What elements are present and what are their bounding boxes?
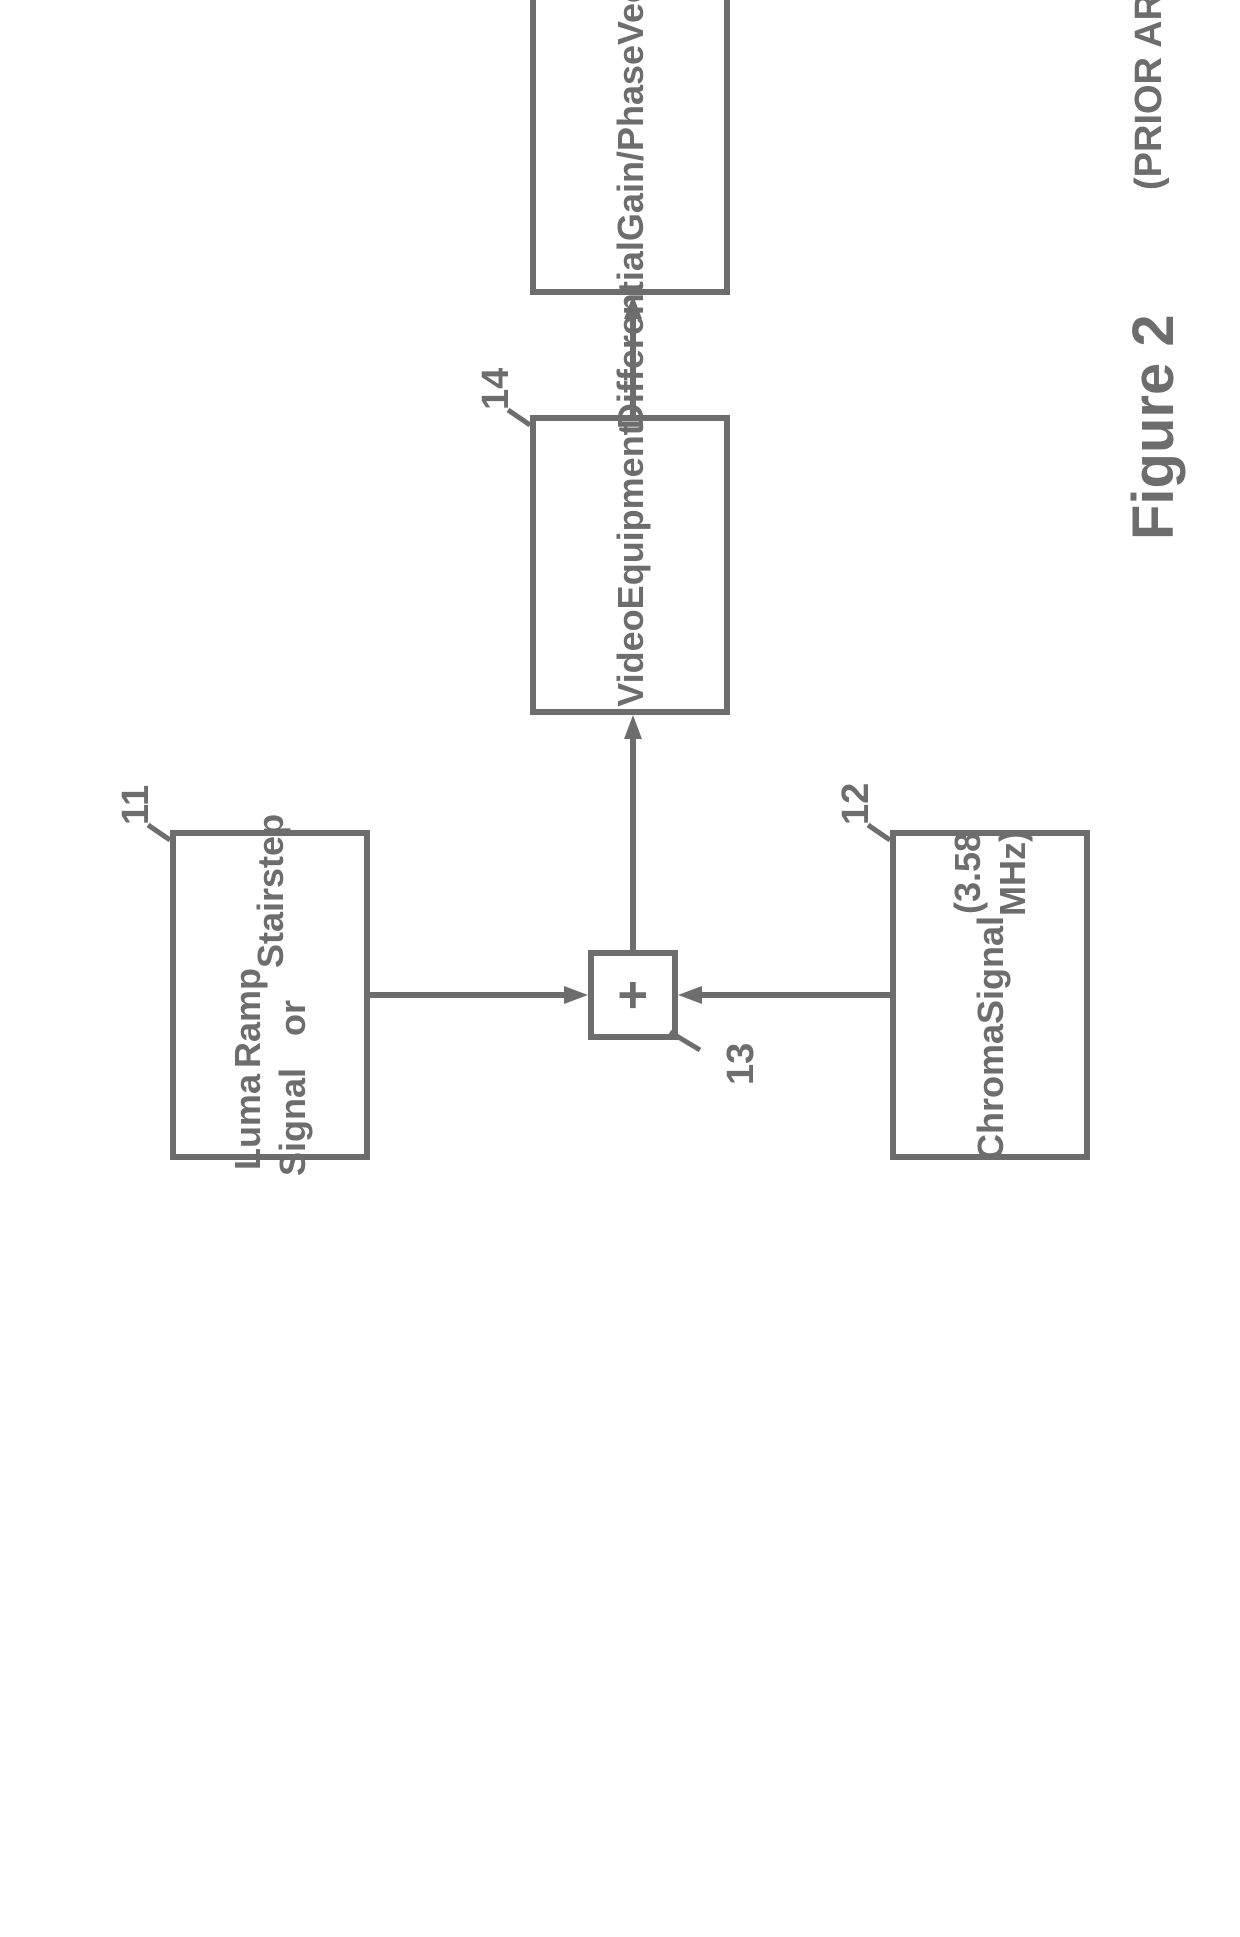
diagram-canvas: Luma SignalRamp orStairstep11ChromaSigna… — [0, 0, 1240, 1240]
figure-caption-main: Figure 2 — [1120, 314, 1187, 540]
edges-layer — [0, 0, 1240, 1240]
figure-caption-sub: (PRIOR ART) — [1128, 0, 1171, 190]
